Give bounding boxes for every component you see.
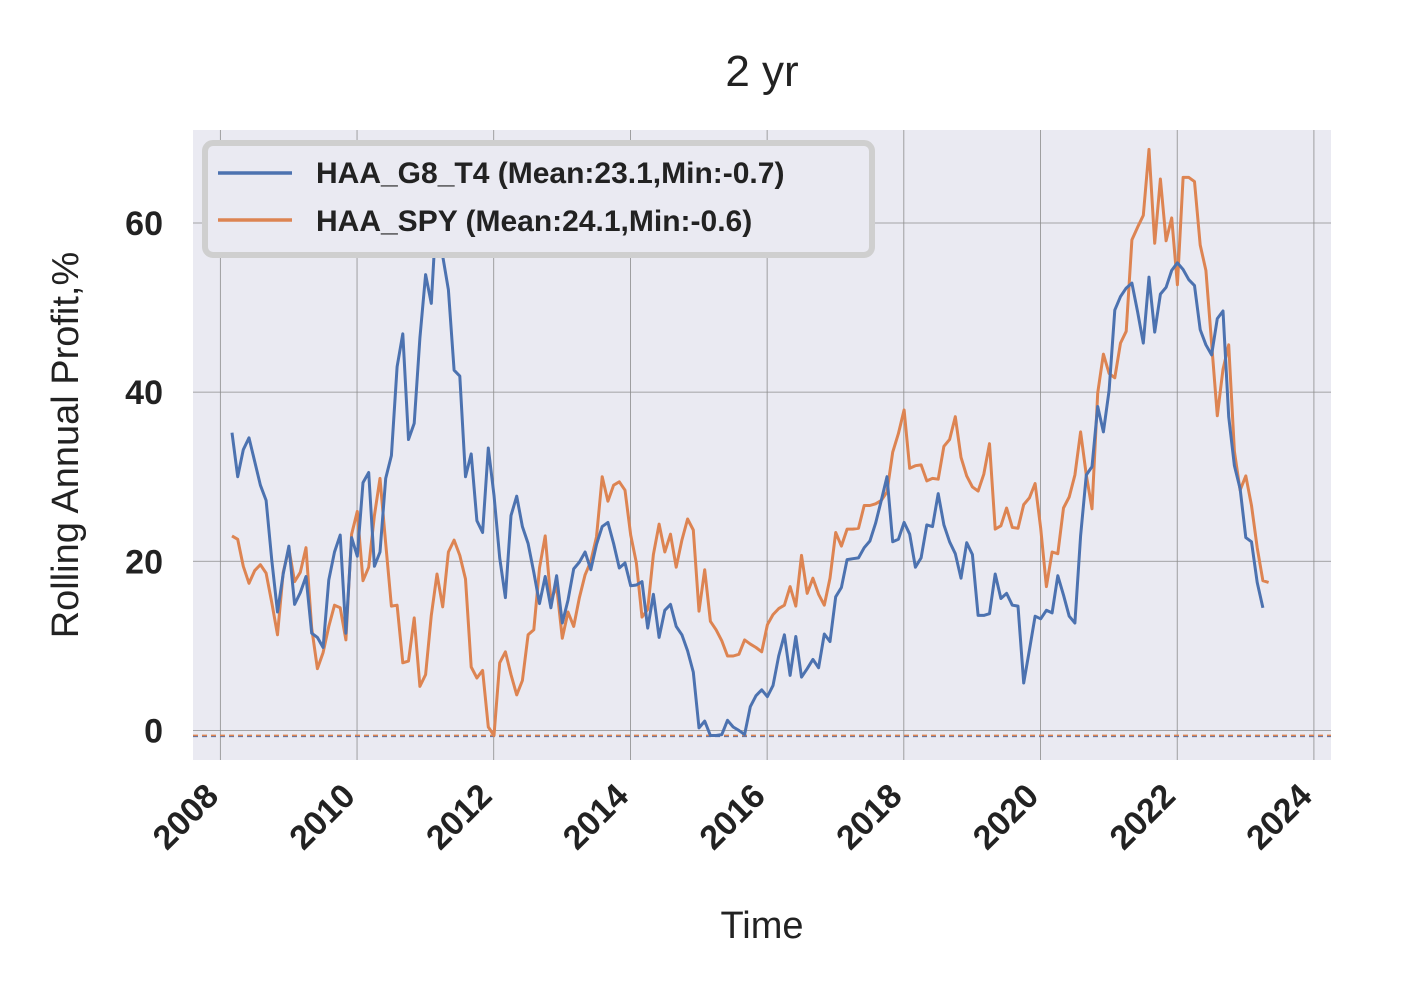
x-tick-label: 2024 — [1239, 777, 1319, 857]
y-axis-ticks: 0 20 40 60 — [125, 205, 163, 750]
legend-label-series-1: HAA_G8_T4 (Mean:23.1,Min:-0.7) — [316, 157, 784, 190]
y-tick-label: 20 — [125, 543, 163, 581]
series-line-1 — [230, 200, 1265, 737]
x-tick-label: 2012 — [419, 777, 499, 857]
x-tick-label: 2010 — [282, 777, 362, 857]
chart-title: 2 yr — [725, 47, 798, 96]
min-reference-lines — [193, 734, 1331, 738]
y-tick-label: 60 — [125, 205, 163, 243]
legend-label-series-2: HAA_SPY (Mean:24.1,Min:-0.6) — [316, 205, 752, 238]
legend-box — [202, 140, 875, 258]
y-tick-label: 40 — [125, 374, 163, 412]
x-axis-label: Time — [720, 905, 803, 947]
x-tick-label: 2008 — [146, 777, 226, 857]
x-tick-label: 2018 — [829, 777, 909, 857]
legend: HAA_G8_T4 (Mean:23.1,Min:-0.7) HAA_SPY (… — [202, 140, 875, 258]
x-tick-label: 2014 — [556, 777, 636, 857]
x-tick-label: 2020 — [966, 777, 1046, 857]
x-tick-label: 2022 — [1103, 777, 1183, 857]
x-axis-ticks: 2008 2010 2012 2014 2016 2018 2020 2022 2024 — [146, 777, 1320, 857]
y-tick-label: 0 — [144, 712, 163, 750]
series-lines — [230, 147, 1270, 737]
y-axis-label: Rolling Annual Profit,% — [45, 252, 87, 639]
x-tick-label: 2016 — [692, 777, 772, 857]
